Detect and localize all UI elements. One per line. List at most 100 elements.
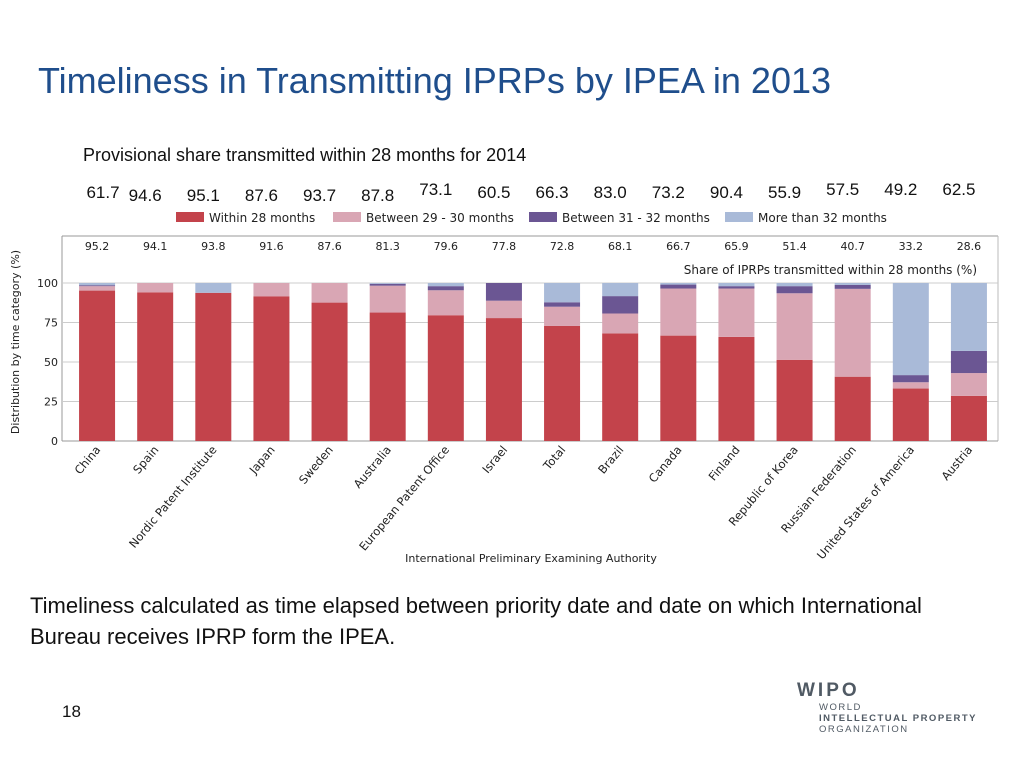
x-tick-label: Finland [706, 443, 743, 483]
x-tick-label: Japan [246, 443, 278, 477]
provisional-value: 87.8 [361, 186, 395, 205]
bar-segment [776, 286, 813, 294]
bar-segment [602, 333, 639, 441]
bar-segment [79, 290, 116, 441]
provisional-value: 95.1 [186, 186, 220, 205]
bar-segment [427, 283, 464, 287]
bar-segment [253, 283, 290, 297]
legend-label: More than 32 months [758, 211, 887, 225]
bar-segment [311, 302, 348, 441]
share-label: 28.6 [957, 240, 982, 253]
x-tick-label: United States of America [814, 443, 917, 562]
bar-segment [427, 315, 464, 441]
stacked-bar-chart: Within 28 months Between 29 - 30 months Be… [9, 211, 999, 565]
share-label: 79.6 [434, 240, 459, 253]
bar-segment [660, 335, 697, 441]
share-label: 40.7 [840, 240, 865, 253]
bar-segment [195, 292, 232, 441]
provisional-value: 83.0 [593, 183, 627, 202]
bar-segment [485, 283, 522, 301]
provisional-value: 93.7 [303, 186, 337, 205]
bar-segment [195, 283, 232, 293]
bar-segment [485, 300, 522, 319]
x-tick-label: Austria [938, 443, 975, 483]
share-label: 77.8 [492, 240, 517, 253]
legend-swatch [176, 212, 204, 222]
share-label: 93.8 [201, 240, 226, 253]
share-label: 87.6 [317, 240, 342, 253]
bar-segment [776, 359, 813, 441]
logo-org-name: WORLD INTELLECTUAL PROPERTY ORGANIZATION [819, 702, 977, 735]
share-label: 33.2 [899, 240, 924, 253]
bar-segment [369, 312, 406, 441]
bar-segment [137, 292, 174, 441]
bar-segment [834, 288, 871, 377]
provisional-value: 90.4 [709, 183, 743, 202]
provisional-value: 57.5 [826, 180, 860, 199]
bar-segment [718, 283, 755, 287]
x-tick-label: China [72, 443, 104, 477]
legend-label: Between 29 - 30 months [366, 211, 514, 225]
bar-segment [834, 283, 871, 285]
page-number: 18 [62, 702, 81, 721]
legend-label: Within 28 months [209, 211, 315, 225]
provisional-value: 87.6 [244, 186, 278, 205]
x-tick-label: Sweden [296, 443, 336, 487]
x-tick-label: Australia [351, 443, 394, 491]
provisional-value: 66.3 [535, 183, 569, 202]
share-label: 68.1 [608, 240, 633, 253]
chart-legend: Within 28 months Between 29 - 30 months Be… [176, 211, 887, 225]
x-tick-label: Total [540, 443, 569, 473]
share-label: 72.8 [550, 240, 575, 253]
x-tick-label: Israel [479, 443, 510, 476]
bar-segment [660, 288, 697, 336]
provisional-value: 55.9 [768, 183, 802, 202]
bar-segment [834, 376, 871, 441]
y-axis-label: Distribution by time category (%) [9, 250, 22, 434]
x-tick-label: Spain [130, 443, 161, 477]
y-tick-label: 75 [44, 317, 58, 330]
bar-segment [718, 286, 755, 289]
bar-segment [660, 284, 697, 289]
bar-segment [79, 285, 116, 287]
x-tick-label: Canada [646, 443, 685, 486]
share-label: 81.3 [375, 240, 400, 253]
bar-segment [311, 283, 348, 303]
bar-segment [602, 283, 639, 297]
share-label: 51.4 [782, 240, 807, 253]
bar-segment [544, 306, 581, 326]
y-tick-label: 100 [37, 277, 58, 290]
share-legend: Share of IPRPs transmitted within 28 mon… [684, 263, 977, 277]
bar-segment [369, 285, 406, 313]
y-tick-label: 0 [51, 435, 58, 448]
bar-segment [892, 375, 929, 383]
provisional-subtitle: Provisional share transmitted within 28 … [83, 145, 527, 165]
bar-segment [892, 382, 929, 389]
bar-segment [544, 283, 581, 303]
bar-segment [427, 290, 464, 316]
bar-segment [427, 286, 464, 291]
plot-area: 0 25 50 75 100 Share of IPRPs transmitted wit… [37, 235, 999, 562]
bar-segment [544, 325, 581, 441]
bar-segment [660, 283, 697, 285]
bar-segment [892, 283, 929, 376]
share-label: 95.2 [85, 240, 110, 253]
provisional-value: 73.1 [419, 180, 453, 199]
wipo-logo: WIPO WORLD INTELLECTUAL PROPERTY ORGANIZ… [797, 680, 977, 735]
share-label: 94.1 [143, 240, 168, 253]
bar-segment [776, 293, 813, 360]
bar-segment [544, 302, 581, 307]
logo-mark: WIPO [797, 680, 860, 701]
bar-segment [950, 395, 987, 441]
provisional-value: 49.2 [884, 180, 918, 199]
share-label: 65.9 [724, 240, 749, 253]
slide-title: Timeliness in Transmitting IPRPs by IPEA… [38, 60, 832, 101]
provisional-value: 61.7 [86, 183, 120, 202]
bar-segment [834, 284, 871, 289]
bar-segment [137, 283, 174, 293]
bar-segment [950, 283, 987, 351]
legend-label: Between 31 - 32 months [562, 211, 710, 225]
legend-swatch [333, 212, 361, 222]
bar-segment [950, 373, 987, 396]
legend-swatch [529, 212, 557, 222]
